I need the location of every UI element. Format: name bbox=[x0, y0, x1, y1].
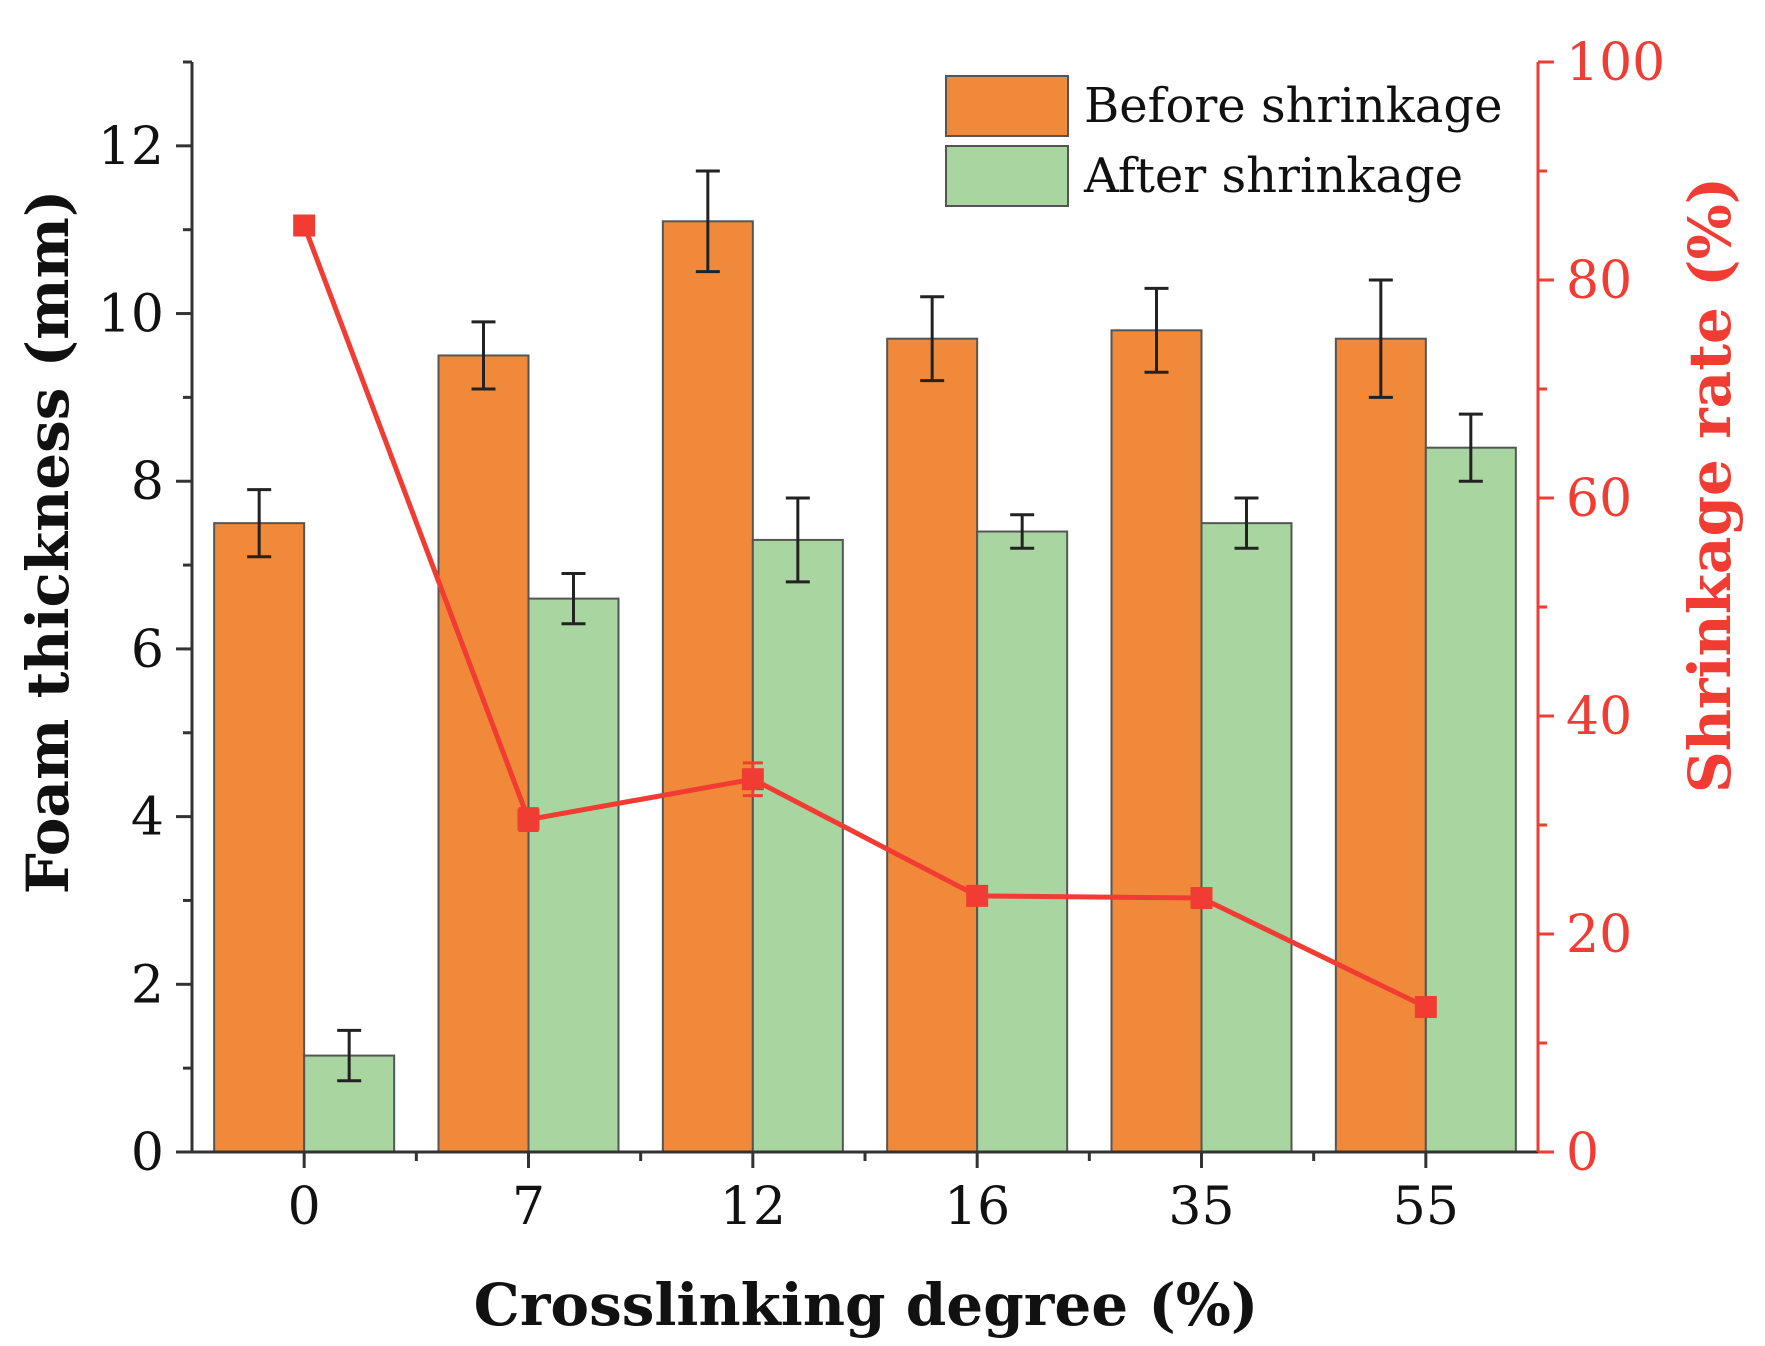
x-tick-label-55: 55 bbox=[1393, 1177, 1459, 1237]
bar-after-16 bbox=[976, 530, 1069, 1153]
rate-point-12 bbox=[741, 768, 764, 791]
x-tick-label-7: 7 bbox=[512, 1177, 545, 1237]
shrinkage-rate-line bbox=[301, 224, 1427, 1010]
rate-point-55 bbox=[1414, 996, 1437, 1019]
rate-point-35 bbox=[1190, 887, 1213, 910]
y-axis-title: Foam thickness (mm) bbox=[14, 190, 82, 895]
rate-point-7 bbox=[517, 808, 540, 831]
bar-before-12 bbox=[661, 220, 754, 1154]
bar-after-55 bbox=[1424, 446, 1517, 1153]
y-tick-label-4: 4 bbox=[131, 788, 164, 848]
y2-axis-title: Shrinkage rate (%) bbox=[1676, 177, 1744, 793]
y-tick-label-6: 6 bbox=[131, 620, 164, 680]
bars-layer bbox=[213, 220, 1517, 1154]
legend-label-before: Before shrinkage bbox=[1084, 78, 1503, 134]
y-tick-label-10: 10 bbox=[98, 285, 164, 345]
x-axis-title: Crosslinking degree (%) bbox=[474, 1271, 1259, 1339]
bar-before-7 bbox=[437, 354, 530, 1153]
y-tick-label-12: 12 bbox=[98, 117, 164, 177]
rate-point-16 bbox=[966, 884, 989, 907]
axes-layer: 0 2 4 6 8 10 12 0 20 40 60 80 100 0 7 12 16 35 55 bbox=[98, 33, 1665, 1237]
errorbars-layer bbox=[247, 169, 1483, 1083]
bar-before-16 bbox=[886, 337, 979, 1153]
y-tick-label-0: 0 bbox=[131, 1123, 164, 1183]
y2-tick-label-100: 100 bbox=[1566, 33, 1665, 93]
x-tick-label-35: 35 bbox=[1168, 1177, 1234, 1237]
line-layer bbox=[293, 214, 1437, 1019]
y2-tick-label-20: 20 bbox=[1566, 905, 1632, 965]
bar-after-35 bbox=[1200, 522, 1293, 1153]
y2-tick-label-60: 60 bbox=[1566, 469, 1632, 529]
legend-swatch-after bbox=[945, 145, 1069, 207]
x-tick-label-12: 12 bbox=[720, 1177, 786, 1237]
bar-after-7 bbox=[527, 597, 620, 1153]
x-tick-label-0: 0 bbox=[288, 1177, 321, 1237]
rate-point-0 bbox=[293, 214, 316, 237]
bar-after-12 bbox=[751, 538, 844, 1153]
x-tick-label-16: 16 bbox=[944, 1177, 1010, 1237]
bar-before-0 bbox=[213, 522, 306, 1153]
legend-swatch-before bbox=[945, 75, 1069, 137]
y-tick-label-8: 8 bbox=[131, 452, 164, 512]
legend: Before shrinkage After shrinkage bbox=[945, 75, 1503, 207]
y-tick-label-2: 2 bbox=[131, 955, 164, 1015]
y2-tick-label-80: 80 bbox=[1566, 251, 1632, 311]
y2-tick-label-0: 0 bbox=[1566, 1123, 1599, 1183]
bar-before-55 bbox=[1334, 337, 1427, 1153]
y2-tick-label-40: 40 bbox=[1566, 687, 1632, 747]
bar-before-35 bbox=[1110, 329, 1203, 1153]
legend-label-after: After shrinkage bbox=[1083, 148, 1463, 204]
